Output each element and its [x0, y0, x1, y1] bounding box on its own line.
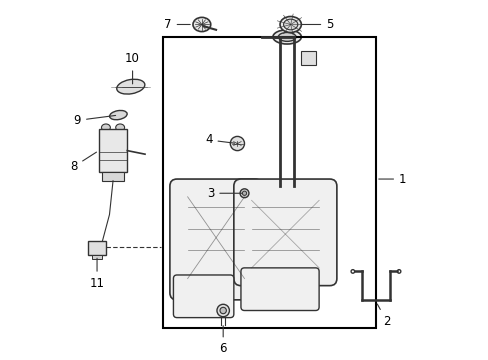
- Text: 1: 1: [378, 172, 406, 185]
- Bar: [88, 241, 106, 256]
- Text: 2: 2: [377, 304, 390, 328]
- FancyBboxPatch shape: [173, 275, 233, 318]
- Ellipse shape: [280, 17, 301, 32]
- Ellipse shape: [117, 79, 144, 94]
- FancyBboxPatch shape: [233, 179, 336, 285]
- Ellipse shape: [242, 191, 246, 195]
- Bar: [102, 172, 123, 181]
- Text: 6: 6: [219, 326, 226, 355]
- Ellipse shape: [272, 30, 301, 44]
- Ellipse shape: [116, 124, 124, 131]
- Ellipse shape: [193, 17, 210, 32]
- Ellipse shape: [278, 32, 295, 41]
- FancyBboxPatch shape: [241, 268, 319, 311]
- Ellipse shape: [350, 270, 354, 273]
- Ellipse shape: [396, 270, 400, 273]
- Ellipse shape: [230, 136, 244, 150]
- Text: 10: 10: [125, 52, 140, 84]
- FancyBboxPatch shape: [169, 179, 262, 300]
- Text: 3: 3: [206, 187, 241, 200]
- Ellipse shape: [240, 189, 248, 198]
- Ellipse shape: [283, 19, 297, 30]
- Ellipse shape: [102, 124, 110, 131]
- Bar: [99, 129, 127, 172]
- Bar: [301, 51, 315, 66]
- Text: 11: 11: [89, 258, 104, 290]
- Text: 7: 7: [164, 18, 190, 31]
- Ellipse shape: [109, 111, 127, 120]
- Bar: [163, 37, 375, 328]
- Bar: [92, 255, 102, 259]
- Text: 9: 9: [73, 114, 115, 127]
- Text: 4: 4: [204, 134, 234, 147]
- Ellipse shape: [220, 307, 226, 314]
- Ellipse shape: [217, 304, 229, 317]
- Text: 5: 5: [302, 18, 333, 31]
- Text: 8: 8: [70, 152, 96, 173]
